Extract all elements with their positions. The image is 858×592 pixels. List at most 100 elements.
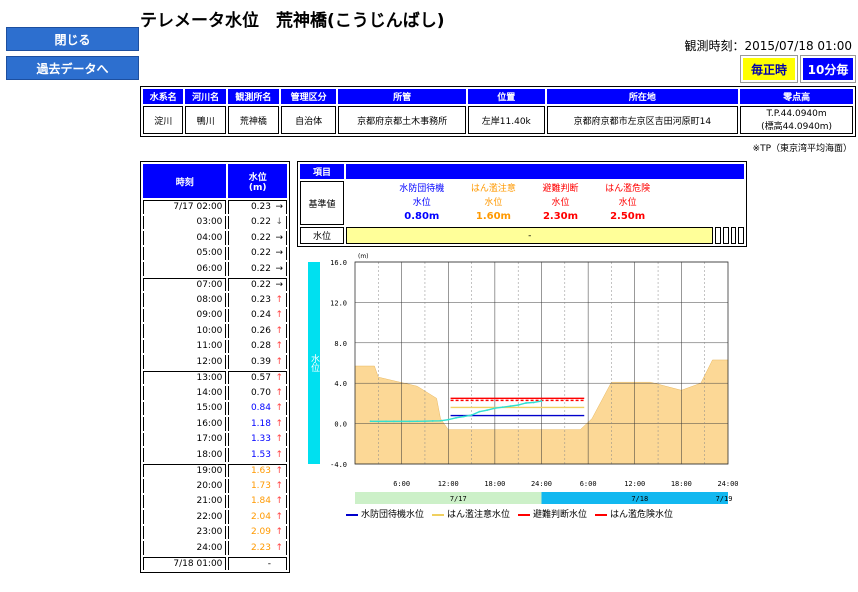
timeline-row: 05:00 0.22 → (143, 246, 287, 260)
data-point (501, 406, 504, 409)
legend-swatch (595, 513, 608, 516)
item-header-blank (346, 164, 744, 179)
timeline-time: 13:00 (143, 370, 227, 384)
timeline-row: 14:00 0.70 ↑ (143, 386, 287, 400)
standard-value: 0.80m (404, 211, 440, 222)
trend-arrow-icon: → (275, 279, 283, 290)
timeline-level: 0.22 → (228, 262, 287, 276)
trend-arrow-icon: → (275, 263, 283, 274)
legend-swatch (432, 513, 445, 516)
y-tick-label: 16.0 (330, 259, 347, 267)
data-point (369, 420, 372, 423)
water-level-chart: 水位 (m) 16.0 12.0 8.0 4.0 0.0 -4.0 6:00 12:00 18:00… (308, 253, 739, 504)
standard-item: 避難判断 水位 2.30m (543, 182, 579, 224)
level-value: 0.57 (250, 372, 271, 383)
station-value-4: 京都府京都土木事務所 (338, 106, 466, 134)
x-tick-label: 12:00 (438, 480, 459, 488)
station-header-2: 観測所名 (227, 89, 279, 104)
level-cell (730, 227, 737, 244)
standard-item: 水防団待機水位 0.80m (399, 182, 444, 224)
standard-sub: 水位 (412, 198, 431, 208)
timeline-time: 11:00 (143, 339, 227, 353)
level-cell (738, 227, 744, 244)
standard-item: はん濫危険 水位 2.50m (605, 182, 650, 224)
timeline-row: 7/17 02:00 0.23 → (143, 200, 287, 214)
close-button[interactable]: 閉じる (6, 27, 139, 51)
trend-arrow-icon: ↑ (275, 387, 283, 398)
timeline-time: 21:00 (143, 494, 227, 508)
timeline-level: 0.39 ↑ (228, 355, 287, 369)
legend-item: 避難判断水位 (518, 507, 587, 520)
level-value: 0.28 (250, 341, 271, 352)
timeline-time: 14:00 (143, 386, 227, 400)
station-value-0: 淀川 (143, 106, 184, 134)
x-tick-label: 12:00 (624, 480, 645, 488)
timeline-level: 2.23 ↑ (228, 541, 287, 555)
standard-value: 1.60m (475, 211, 511, 222)
trend-arrow-icon: ↑ (275, 294, 283, 305)
data-point (424, 420, 426, 423)
level-value: 0.39 (250, 356, 271, 367)
legend-label: はん濫危険水位 (610, 510, 674, 520)
y-tick-label: -4.0 (330, 461, 347, 469)
data-point (392, 420, 395, 423)
standard-item: はん濫注意 水位 1.60m (471, 182, 516, 224)
past-data-button[interactable]: 過去データへ (6, 56, 139, 80)
timeline-time: 05:00 (143, 246, 227, 260)
timeline-row: 12:00 0.39 ↑ (143, 355, 287, 369)
legend-swatch (518, 513, 531, 516)
level-value: - (267, 558, 271, 569)
date-label: 7/17 (450, 495, 467, 503)
timeline-time: 7/17 02:00 (143, 200, 227, 214)
tab-10min[interactable]: 10分毎 (800, 55, 856, 83)
standard-value: 2.30m (542, 211, 579, 222)
trend-arrow-icon: ↑ (275, 418, 283, 429)
date-bar-day2 (541, 492, 728, 504)
timeline-row: 23:00 2.09 ↑ (143, 525, 287, 539)
data-point (462, 415, 465, 418)
timeline-level: 0.22 → (228, 231, 287, 245)
station-header-1: 河川名 (185, 89, 226, 104)
timeline-level: 0.26 ↑ (228, 324, 287, 338)
data-point (532, 401, 535, 404)
trend-arrow-icon: ↑ (275, 403, 283, 414)
page-title: テレメータ水位 荒神橋(こうじんばし) (140, 11, 445, 31)
timeline-level: 0.84 ↑ (228, 401, 287, 415)
timeline-time: 06:00 (143, 262, 227, 276)
standard-name: 水防団待機 (399, 184, 445, 194)
timeline-row: 19:00 1.63 ↑ (143, 463, 287, 477)
timeline-row: 24:00 2.23 ↑ (143, 541, 287, 555)
data-point (400, 420, 403, 423)
station-info-table: 水系名 河川名 観測所名 管理区分 所管 位置 所在地 零点高 淀川 鴨川 荒神橋 自治体 京都府京都… (140, 86, 856, 137)
trend-arrow-icon: ↑ (275, 465, 283, 476)
timeline-level: 0.22 → (228, 277, 287, 291)
level-cell (723, 227, 729, 244)
x-tick-label: 6:00 (580, 480, 597, 488)
tab-hourly[interactable]: 毎正時 (740, 55, 798, 83)
timeline-level: - (228, 556, 287, 570)
level-label: 水位 (300, 227, 344, 244)
observation-time: 観測時刻：2015/07/18 01:00 (684, 39, 852, 53)
timeline-time: 03:00 (143, 215, 227, 229)
level-value: 0.22 (250, 263, 271, 274)
x-tick-label: 18:00 (484, 480, 505, 488)
level-value: 0.23 (250, 202, 271, 213)
base-label: 基準値 (300, 181, 344, 225)
trend-arrow-icon: ↑ (275, 310, 283, 321)
date-label: 7/18 (631, 495, 648, 503)
standard-sub: 水位 (618, 198, 637, 208)
level-value: 1.18 (250, 418, 271, 429)
timeline-row: 10:00 0.26 ↑ (143, 324, 287, 338)
station-header-5: 位置 (467, 89, 545, 104)
data-point (439, 419, 442, 422)
trend-arrow-icon: ↑ (275, 341, 283, 352)
timeline-time: 7/18 01:00 (143, 556, 227, 570)
date-label: 7/19 (716, 495, 733, 503)
time-header: 時刻 (143, 164, 227, 198)
level-value: 1.53 (250, 449, 271, 460)
timeline-row: 20:00 1.73 ↑ (143, 479, 287, 493)
timeline-time: 19:00 (143, 463, 227, 477)
timeline-row: 11:00 0.28 ↑ (143, 339, 287, 353)
y-tick-label: 4.0 (334, 380, 347, 388)
timeline-row: 06:00 0.22 → (143, 262, 287, 276)
